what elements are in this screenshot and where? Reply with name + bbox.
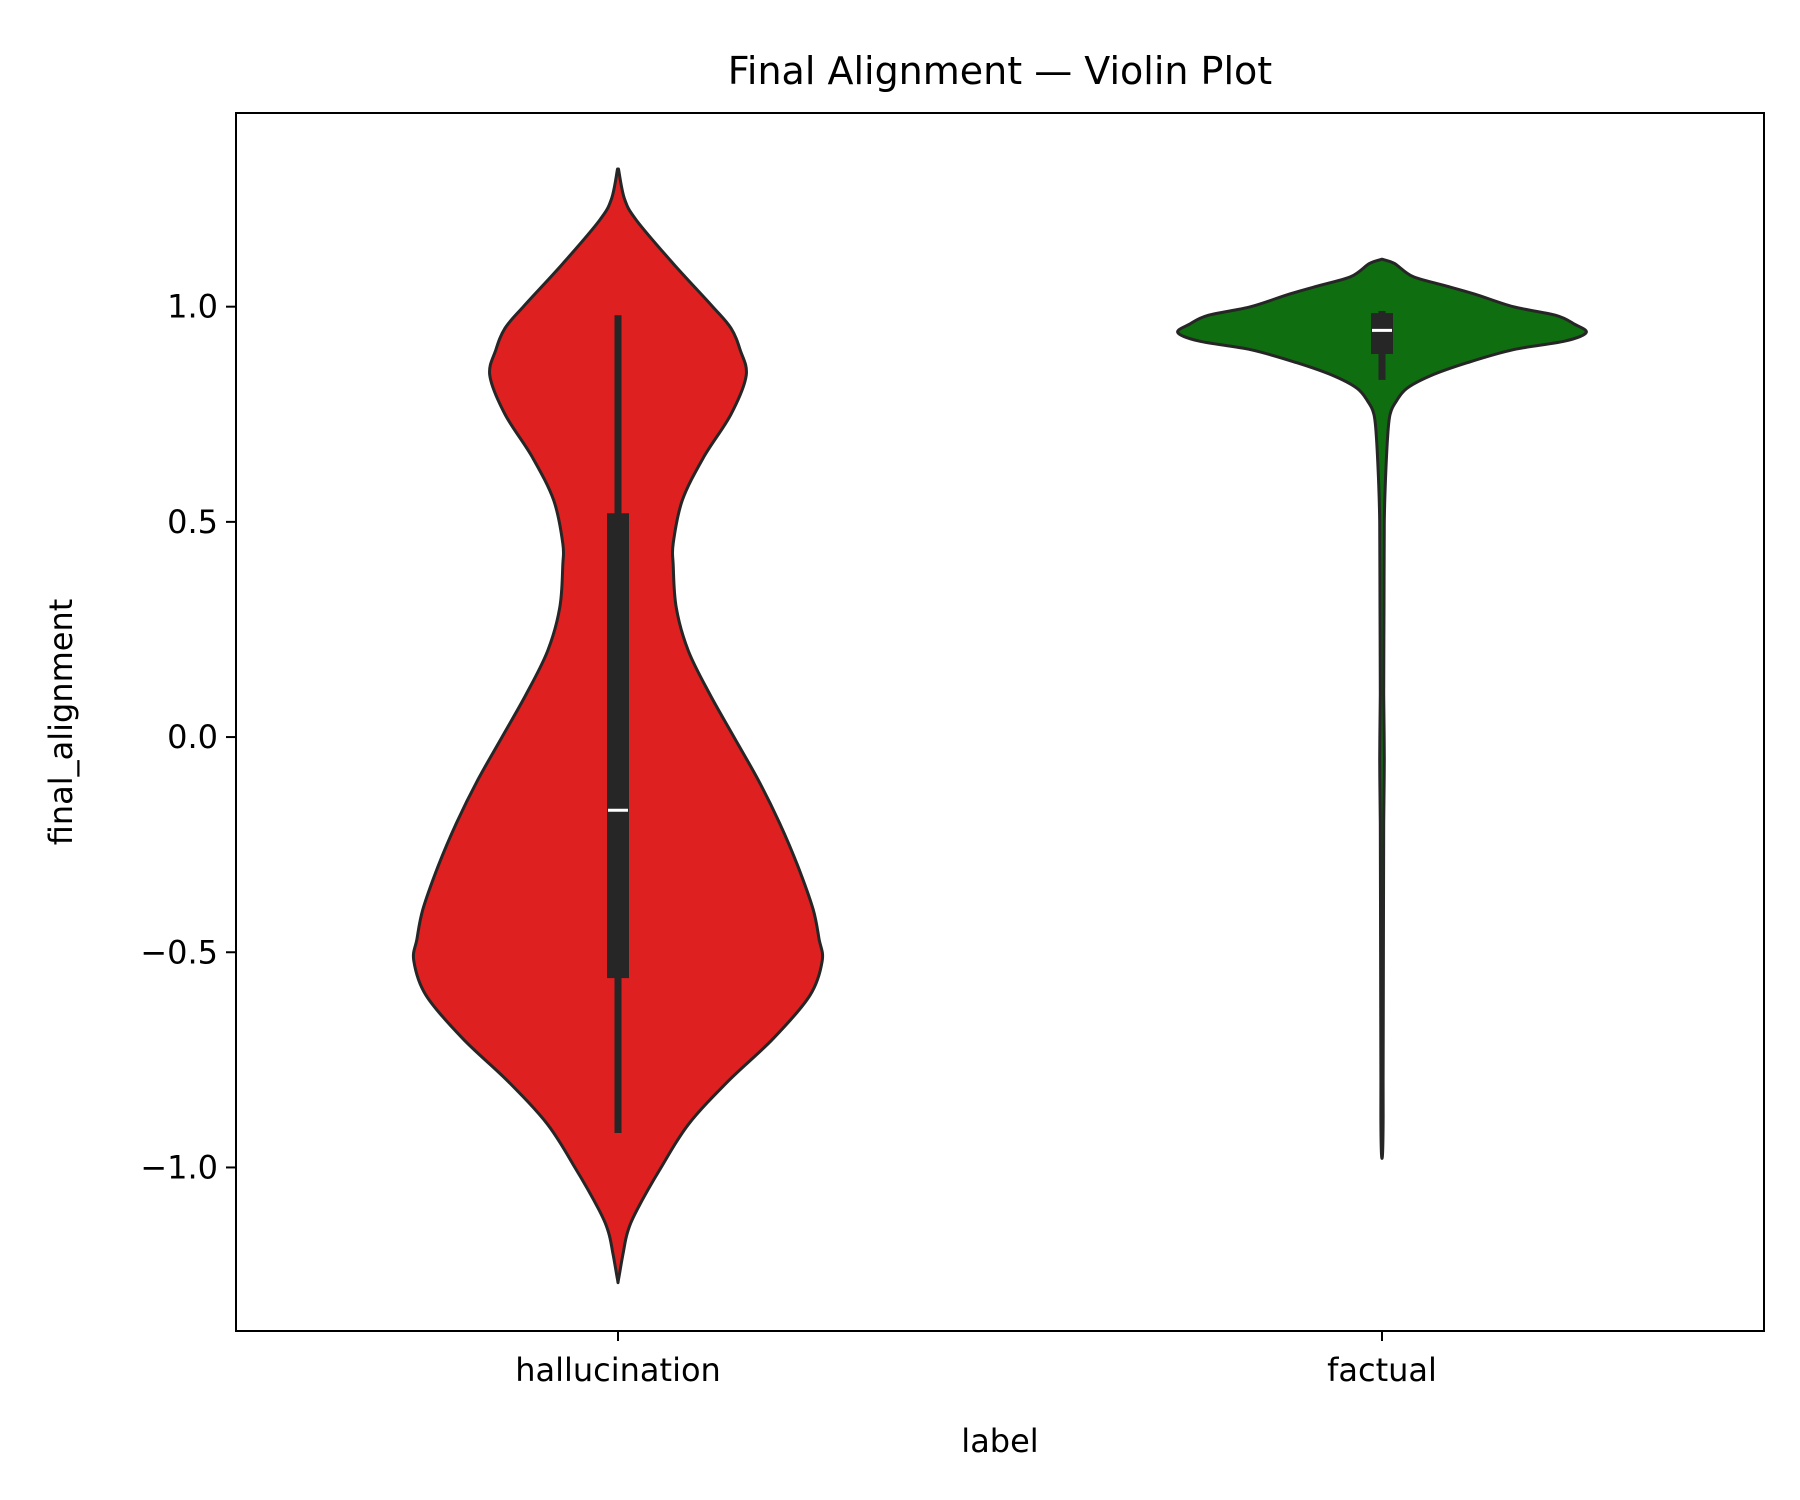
plot-area — [411, 167, 1588, 1285]
y-tick-label: 1.0 — [167, 288, 218, 326]
violin-factual — [1176, 257, 1588, 1160]
y-axis: 1.0 0.5 0.0 −0.5 −1.0 — [140, 288, 236, 1186]
y-tick-label: 0.5 — [167, 503, 218, 541]
x-axis: hallucination factual — [515, 1331, 1437, 1389]
y-axis-label: final_alignment — [42, 599, 80, 846]
chart-title: Final Alignment — Violin Plot — [728, 49, 1272, 93]
x-tick-label: factual — [1327, 1351, 1437, 1389]
plot-frame — [235, 112, 1765, 1332]
iqr-box-factual — [1371, 313, 1393, 355]
y-tick-label: 0.0 — [167, 718, 218, 756]
y-tick-label: −1.0 — [140, 1148, 218, 1186]
iqr-box-hallucination — [607, 513, 629, 979]
y-tick-label: −0.5 — [140, 933, 218, 971]
x-axis-label: label — [961, 1422, 1038, 1460]
x-tick-label: hallucination — [515, 1351, 721, 1389]
